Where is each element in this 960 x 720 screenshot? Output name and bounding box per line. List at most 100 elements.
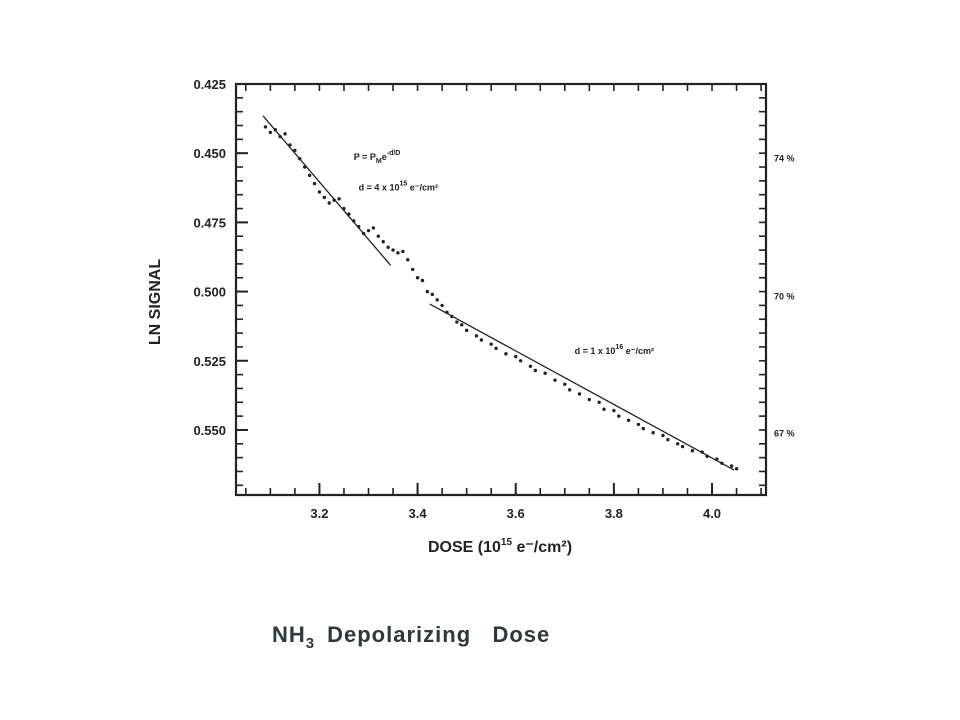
data-point — [288, 143, 292, 147]
data-point — [504, 352, 508, 356]
data-point — [322, 195, 327, 200]
data-point — [460, 323, 464, 327]
data-point — [293, 148, 297, 153]
y-minor-ticks — [236, 83, 766, 487]
data-point — [636, 422, 641, 427]
data-point — [568, 388, 572, 392]
x-tick-label: 3.4 — [409, 506, 428, 521]
data-point — [612, 408, 616, 413]
data-point — [440, 303, 444, 308]
data-point — [455, 320, 459, 324]
data-point — [494, 346, 498, 351]
data-point — [327, 201, 331, 205]
data-point — [273, 127, 277, 132]
data-point — [401, 249, 405, 254]
data-point — [602, 407, 606, 411]
caption-formula: NH — [272, 622, 306, 647]
data-point — [391, 248, 395, 252]
x-axis-title-sup: 15 — [501, 537, 513, 548]
data-point — [464, 328, 469, 333]
data-point — [680, 444, 685, 449]
data-point — [435, 298, 439, 302]
data-point — [734, 467, 739, 471]
y-ticks: 0.425 0.450 0.475 0.500 0.525 0.550 — [193, 77, 248, 438]
y-tick-label: 0.450 — [193, 146, 226, 161]
right-axis-label: 70 % — [774, 292, 795, 302]
right-axis-labels: 74 % 70 % 67 % — [774, 153, 795, 438]
y-axis-title: LN SIGNAL — [147, 259, 164, 345]
annotations: P = PMe-d/D d = 4 x 1015 e⁻/cm² d = 1 x 10… — [354, 150, 654, 356]
fit-line — [429, 303, 735, 471]
figure-caption: NH3 Depolarizing Dose — [272, 622, 550, 652]
x-tick-label: 3.2 — [310, 506, 328, 521]
data-point — [352, 219, 356, 223]
data-point — [430, 292, 434, 297]
data-point — [283, 132, 287, 136]
data-point — [651, 431, 655, 435]
data-point — [410, 267, 415, 272]
data-point — [474, 334, 479, 338]
right-axis-label: 74 % — [774, 153, 795, 163]
data-point — [366, 228, 371, 233]
data-point — [675, 442, 680, 446]
x-tick-label: 3.8 — [605, 506, 623, 521]
data-point — [597, 400, 601, 404]
y-tick-label: 0.425 — [193, 77, 226, 92]
data-point — [332, 198, 336, 202]
caption-text: Depolarizing Dose — [327, 622, 550, 647]
y-tick-label: 0.475 — [193, 215, 226, 230]
data-point — [342, 206, 346, 211]
data-point — [312, 181, 317, 186]
data-point — [268, 130, 273, 135]
data-point — [489, 342, 493, 346]
right-axis-label: 67 % — [774, 429, 795, 439]
x-axis-title: DOSE (1015 e⁻/cm²) — [428, 537, 572, 556]
data-point — [386, 245, 390, 249]
x-axis-title-main: DOSE (10 — [428, 539, 501, 556]
data-point — [641, 426, 646, 431]
data-point — [278, 134, 282, 139]
data-points — [263, 125, 739, 471]
y-tick-label: 0.525 — [193, 354, 226, 369]
annotation-formula: P = PMe-d/D — [354, 150, 401, 165]
data-point — [661, 433, 665, 438]
data-point — [420, 278, 425, 283]
caption-subscript: 3 — [306, 635, 315, 652]
data-point — [715, 457, 719, 461]
data-point — [729, 464, 734, 468]
data-point — [445, 310, 449, 315]
data-point — [563, 382, 567, 386]
fit-lines — [262, 115, 735, 471]
data-point — [337, 197, 341, 201]
data-point — [705, 454, 709, 458]
data-point — [553, 378, 557, 382]
data-point — [298, 157, 302, 161]
data-point — [406, 258, 410, 262]
x-tick-label: 3.6 — [507, 506, 525, 521]
data-point — [371, 226, 376, 230]
data-point — [347, 212, 351, 216]
fit-line — [262, 115, 392, 266]
x-tick-label: 4.0 — [703, 506, 721, 521]
x-minor-ticks — [245, 84, 762, 495]
data-point — [356, 224, 361, 229]
data-point — [376, 234, 381, 238]
plot-frame — [234, 82, 768, 497]
x-axis-title-rest: e⁻/cm²) — [512, 539, 572, 556]
data-point — [577, 392, 582, 396]
x-ticks: 3.2 3.4 3.6 3.8 4.0 — [310, 483, 721, 521]
data-point — [666, 437, 670, 442]
data-point — [303, 165, 307, 169]
data-point — [543, 371, 547, 375]
data-point — [317, 190, 322, 194]
data-point — [425, 289, 430, 294]
data-point — [587, 397, 592, 402]
data-point — [307, 173, 312, 178]
data-point — [514, 354, 518, 359]
data-point — [690, 449, 695, 453]
data-point — [381, 240, 385, 244]
data-point — [415, 276, 420, 280]
y-tick-label: 0.500 — [193, 285, 226, 300]
data-point — [700, 450, 704, 454]
